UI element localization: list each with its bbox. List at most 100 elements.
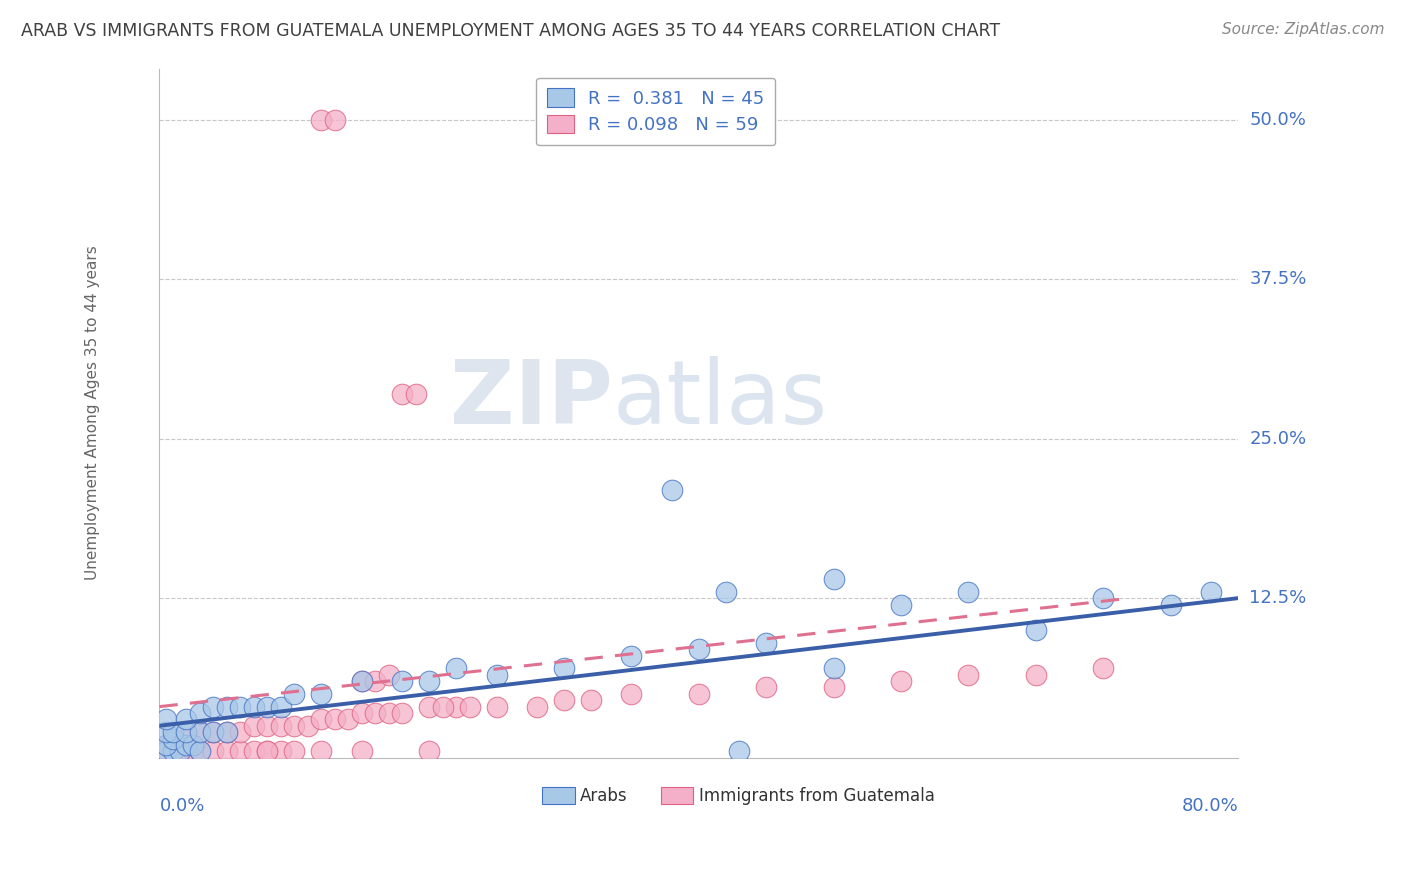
Point [755, 681, 778, 695]
Point [188, 706, 211, 720]
Point [155, 744, 177, 758]
Point [364, 674, 387, 689]
Point [202, 725, 225, 739]
Point [755, 636, 778, 650]
Point [1199, 584, 1222, 599]
Point [256, 719, 278, 733]
Point [169, 744, 191, 758]
Point [283, 687, 305, 701]
Text: 37.5%: 37.5% [1250, 270, 1306, 288]
Point [229, 699, 252, 714]
Point [188, 725, 211, 739]
Point [181, 744, 204, 758]
Point [957, 667, 980, 681]
Point [162, 725, 184, 739]
Point [1092, 661, 1115, 675]
Point [243, 699, 266, 714]
Point [391, 674, 413, 689]
Point [620, 687, 643, 701]
Point [957, 584, 980, 599]
Point [243, 744, 266, 758]
Point [350, 674, 373, 689]
Point [215, 725, 238, 739]
Point [526, 699, 548, 714]
Point [188, 744, 211, 758]
Point [297, 719, 319, 733]
Point [350, 706, 373, 720]
Point [377, 706, 399, 720]
Point [688, 687, 710, 701]
Point [553, 661, 575, 675]
FancyBboxPatch shape [543, 787, 575, 805]
Point [202, 699, 225, 714]
Text: 50.0%: 50.0% [1250, 111, 1306, 128]
Point [714, 584, 737, 599]
Point [188, 744, 211, 758]
Point [890, 674, 912, 689]
Point [181, 738, 204, 752]
Text: Source: ZipAtlas.com: Source: ZipAtlas.com [1222, 22, 1385, 37]
Point [309, 112, 332, 127]
Point [823, 572, 845, 586]
Point [229, 725, 252, 739]
Point [188, 725, 211, 739]
Point [243, 719, 266, 733]
Text: atlas: atlas [613, 356, 828, 442]
Point [1025, 667, 1047, 681]
Point [444, 699, 467, 714]
Point [553, 693, 575, 707]
Point [485, 699, 508, 714]
Point [1025, 623, 1047, 637]
Point [823, 661, 845, 675]
Point [162, 731, 184, 746]
Text: 12.5%: 12.5% [1250, 589, 1306, 607]
Point [579, 693, 602, 707]
Point [270, 719, 292, 733]
Point [1092, 591, 1115, 606]
Text: Immigrants from Guatemala: Immigrants from Guatemala [699, 787, 935, 805]
Point [418, 699, 440, 714]
Point [432, 699, 454, 714]
Text: ZIP: ZIP [450, 356, 613, 442]
Point [270, 744, 292, 758]
Point [485, 667, 508, 681]
Point [202, 744, 225, 758]
Point [458, 699, 481, 714]
Point [1160, 598, 1182, 612]
Point [444, 661, 467, 675]
Point [176, 731, 198, 746]
Point [176, 744, 198, 758]
Point [309, 687, 332, 701]
Point [620, 648, 643, 663]
Point [162, 744, 184, 758]
Text: Arabs: Arabs [581, 787, 628, 805]
Point [823, 681, 845, 695]
Point [309, 712, 332, 726]
Point [661, 483, 683, 497]
Point [155, 738, 177, 752]
Point [728, 744, 751, 758]
Point [162, 744, 184, 758]
Point [688, 642, 710, 657]
Point [391, 387, 413, 401]
Point [176, 738, 198, 752]
Point [229, 744, 252, 758]
Point [202, 725, 225, 739]
Point [155, 744, 177, 758]
Legend: R =  0.381   N = 45, R = 0.098   N = 59: R = 0.381 N = 45, R = 0.098 N = 59 [536, 78, 775, 145]
Point [323, 112, 346, 127]
Point [418, 744, 440, 758]
Point [391, 706, 413, 720]
Point [256, 699, 278, 714]
Point [256, 744, 278, 758]
Text: Unemployment Among Ages 35 to 44 years: Unemployment Among Ages 35 to 44 years [86, 245, 100, 581]
Point [215, 725, 238, 739]
Point [890, 598, 912, 612]
Point [350, 744, 373, 758]
Point [418, 674, 440, 689]
Point [270, 699, 292, 714]
Point [155, 725, 177, 739]
Point [350, 674, 373, 689]
Point [405, 387, 427, 401]
Point [176, 712, 198, 726]
